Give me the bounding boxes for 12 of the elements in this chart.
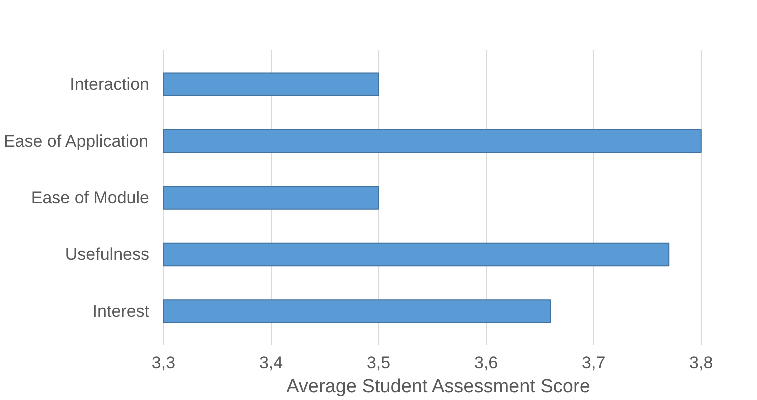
y-tick-label: Interaction xyxy=(70,75,150,94)
x-tick-label: 3,8 xyxy=(690,354,714,372)
x-tick-label: 3,6 xyxy=(474,354,498,372)
x-axis-title: Average Student Assessment Score xyxy=(286,376,590,398)
x-tick-label: 3,5 xyxy=(366,354,391,372)
y-tick-label: Interest xyxy=(92,302,150,321)
x-tick-label: 3,4 xyxy=(259,354,284,372)
x-tick-label: 3,3 xyxy=(152,354,176,372)
x-tick-label: 3,7 xyxy=(582,354,606,372)
y-tick-label: Ease of Application xyxy=(4,132,149,151)
y-tick-label: Usefulness xyxy=(65,245,150,264)
y-tick-label: Ease of Module xyxy=(31,188,150,208)
